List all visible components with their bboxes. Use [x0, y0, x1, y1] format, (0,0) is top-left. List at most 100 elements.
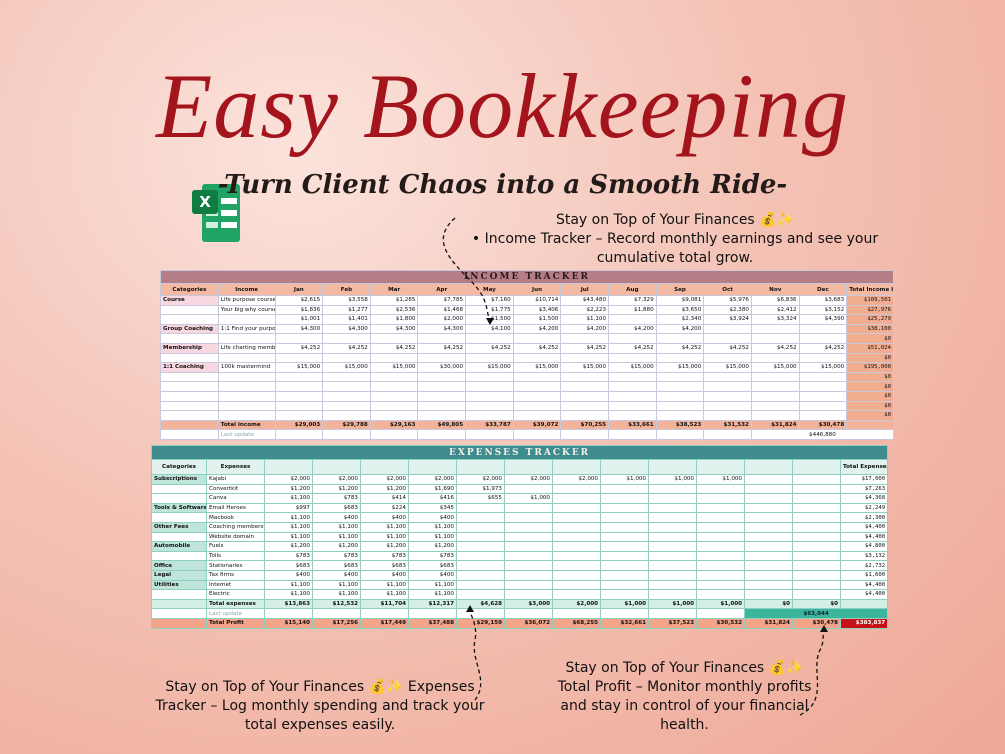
amount	[504, 589, 553, 600]
row: Tools & Softwares Email Heroes $997 $683 $22…	[151, 502, 889, 514]
amount: $4,252	[322, 342, 371, 354]
row-total: $51,024	[846, 342, 894, 354]
amount	[798, 390, 848, 402]
amount	[512, 410, 562, 421]
amount	[696, 589, 745, 600]
item	[217, 381, 276, 392]
amount	[655, 333, 705, 344]
amount	[504, 550, 553, 562]
cell	[360, 608, 409, 619]
amount: $1,100	[360, 579, 409, 591]
amount	[552, 550, 601, 562]
amount	[696, 502, 745, 514]
row: Electric $1,100 $1,100 $1,100 $1,100 $4,400	[151, 589, 889, 600]
amount: $1,200	[408, 541, 457, 552]
amount: $3,152	[798, 304, 848, 316]
amount: $1,836	[274, 304, 324, 316]
category: Course	[160, 295, 219, 306]
amount	[504, 512, 553, 523]
item	[217, 371, 276, 383]
amount: $15,000	[655, 362, 705, 373]
amount: $1,100	[360, 521, 409, 533]
amount	[369, 410, 419, 421]
amount	[648, 550, 697, 562]
profit: $32,661	[600, 617, 649, 629]
amount	[648, 521, 697, 533]
cell	[456, 608, 505, 619]
amount	[465, 390, 514, 402]
amount	[648, 589, 697, 600]
row-total: $4,400	[839, 579, 889, 591]
amount: $4,252	[655, 342, 705, 354]
amount: $683	[264, 560, 313, 571]
total: $49,805	[417, 419, 467, 431]
cell	[504, 608, 553, 619]
amount: $1,100	[264, 493, 313, 504]
amount: $1,401	[322, 314, 371, 325]
profit: $37,523	[648, 617, 697, 629]
header: Categories	[151, 459, 207, 475]
item: Tax firms	[206, 569, 265, 581]
amount: $4,252	[465, 342, 514, 354]
row-total: $109,501	[846, 295, 894, 306]
amount: $1,200	[312, 541, 361, 552]
row-total: $25,279	[846, 314, 894, 325]
header	[696, 459, 745, 475]
amount	[322, 390, 371, 402]
subtitle: -Turn Client Chaos into a Smooth Ride-	[217, 170, 788, 200]
callout-text: Income Tracker – Record monthly earnings…	[484, 231, 879, 266]
amount: $1,100	[360, 531, 409, 543]
row: Canva $1,100 $783 $414 $416 $655 $1,000 $4,368	[151, 493, 889, 504]
amount	[322, 410, 371, 421]
amount	[703, 333, 752, 344]
row-total: $2,249	[839, 502, 889, 514]
category: Utilities	[151, 579, 207, 591]
item	[217, 333, 276, 344]
total: $0	[744, 598, 793, 610]
amount	[655, 400, 705, 412]
header	[552, 459, 601, 475]
amount	[744, 474, 793, 485]
total: $31,532	[703, 419, 752, 431]
amount	[504, 541, 553, 552]
amount	[792, 569, 841, 581]
amount: $1,100	[264, 512, 313, 523]
amount	[703, 400, 752, 412]
amount	[369, 333, 419, 344]
amount: $1,000	[696, 474, 745, 485]
amount: $1,500	[465, 314, 514, 325]
cell	[703, 429, 752, 440]
amount	[512, 333, 562, 344]
amount: $2,000	[504, 474, 553, 485]
amount	[792, 560, 841, 571]
amount: $400	[360, 569, 409, 581]
amount	[696, 569, 745, 581]
amount: $1,000	[504, 493, 553, 504]
amount: $683	[312, 560, 361, 571]
item: Internet	[206, 579, 265, 591]
total: $0	[792, 598, 841, 610]
amount	[417, 390, 467, 402]
amount: $15,000	[369, 362, 419, 373]
amount: $4,300	[322, 323, 371, 335]
total: $70,255	[560, 419, 610, 431]
amount: $2,000	[408, 474, 457, 485]
amount	[456, 541, 505, 552]
amount: $1,880	[608, 304, 657, 316]
amount	[417, 371, 467, 383]
amount	[750, 390, 800, 402]
amount	[560, 371, 610, 383]
amount: $4,390	[798, 314, 848, 325]
cell	[417, 429, 467, 440]
amount: $4,200	[512, 323, 562, 335]
amount: $4,252	[750, 342, 800, 354]
cell	[160, 429, 219, 440]
title-row: INCOME TRACKER	[160, 270, 894, 284]
grand-total: $446,880	[750, 429, 895, 440]
amount: $30,000	[417, 362, 467, 373]
amount	[750, 400, 800, 412]
item: 1:1 Find your purpose	[217, 323, 276, 335]
header: Oct	[703, 283, 752, 296]
last-update: Last update	[206, 608, 265, 619]
